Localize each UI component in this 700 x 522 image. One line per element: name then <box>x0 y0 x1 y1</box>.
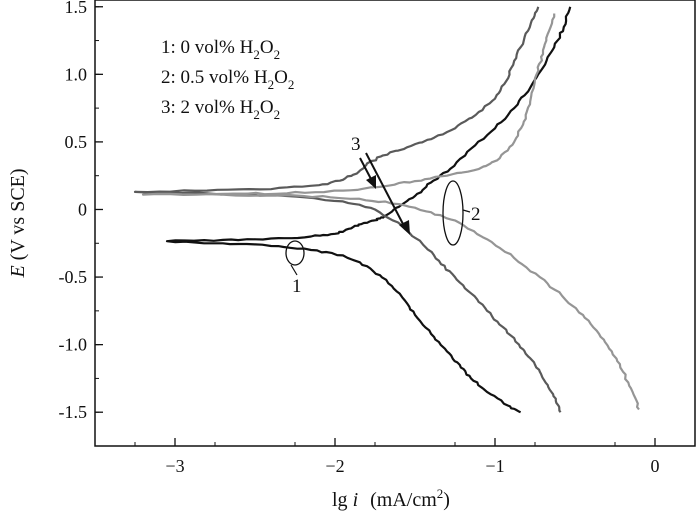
arrow-3b-line <box>365 152 404 225</box>
label-curve-2: 2 <box>471 204 481 225</box>
series-line-1 <box>165 6 572 414</box>
y-tick-label: -1.5 <box>59 402 88 422</box>
x-tick-label: −3 <box>165 456 184 476</box>
ellipse-curve-2 <box>442 180 464 246</box>
legend-item-1: 1: 0 vol% H2O2 <box>161 37 280 62</box>
legend-item-3: 3: 2 vol% H2O2 <box>161 97 280 122</box>
x-axis-title: lg i (mA/cm2) <box>332 486 450 511</box>
arrow-3a-head <box>366 175 376 189</box>
leader-line-2 <box>462 209 471 213</box>
y-tick-label: 0.5 <box>65 132 88 152</box>
leader-line-1 <box>290 264 298 276</box>
x-tick-label: −1 <box>485 456 504 476</box>
y-tick-label: 1.5 <box>65 0 88 17</box>
y-tick-label: 0 <box>78 199 87 219</box>
label-curve-3: 3 <box>351 134 361 155</box>
y-tick-label: -0.5 <box>59 267 88 287</box>
legend-item-2: 2: 0.5 vol% H2O2 <box>161 67 294 92</box>
label-curve-1: 1 <box>292 276 302 297</box>
y-axis-title: E (V vs SCE) <box>7 168 29 278</box>
series-line-3 <box>141 13 640 411</box>
axis-ticks: −3 −2 −1 0 1.5 1.0 0.5 0 -0.5 -1.0 -1.5 <box>59 0 660 476</box>
series-group <box>133 6 640 414</box>
x-tick-label: 0 <box>651 456 660 476</box>
y-tick-label: -1.0 <box>59 335 88 355</box>
x-tick-label: −2 <box>325 456 344 476</box>
series-line-2 <box>133 6 562 413</box>
ellipse-curve-1 <box>285 240 305 266</box>
plot-frame <box>94 0 696 447</box>
arrow-3a-line <box>359 157 372 180</box>
legend: 1: 0 vol% H2O2 2: 0.5 vol% H2O2 3: 2 vol… <box>161 37 294 122</box>
y-tick-label: 1.0 <box>65 64 88 84</box>
arrow-3b-head <box>399 220 410 235</box>
annotations: 1 2 3 <box>285 134 481 297</box>
